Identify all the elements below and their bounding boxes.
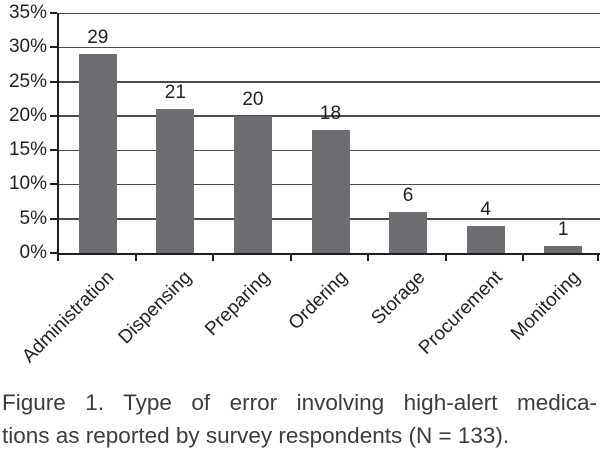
x-axis-category-label: Administration bbox=[18, 267, 119, 367]
bar-storage bbox=[389, 211, 428, 253]
y-axis-tick bbox=[50, 46, 57, 49]
y-axis-tick-label: 0% bbox=[19, 242, 47, 263]
bar-value-label: 29 bbox=[87, 27, 109, 49]
bar-value-label: 21 bbox=[164, 82, 186, 103]
y-axis-tick bbox=[50, 12, 57, 14]
bar-value-label: 18 bbox=[319, 102, 342, 124]
gridline bbox=[59, 12, 600, 14]
bar-ordering bbox=[311, 129, 350, 253]
x-axis-tick bbox=[367, 255, 370, 261]
caption-line-1: Figure 1. Type of error involving high-a… bbox=[2, 390, 597, 415]
x-axis-tick bbox=[57, 255, 59, 261]
x-axis-tick bbox=[444, 255, 447, 261]
y-axis-tick-label: 5% bbox=[19, 207, 47, 229]
caption-line-2: tions as reported by survey respondents … bbox=[2, 423, 510, 448]
y-axis-tick bbox=[50, 80, 57, 83]
y-axis-tick-label: 15% bbox=[8, 139, 47, 161]
y-axis-tick-label: 20% bbox=[8, 104, 47, 126]
y-axis-tick-label: 10% bbox=[8, 173, 47, 195]
x-axis-category-label: Monitoring bbox=[506, 267, 585, 345]
gridline bbox=[59, 81, 600, 83]
y-axis-tick bbox=[50, 149, 57, 152]
bar-administration bbox=[78, 54, 117, 253]
x-axis-category-label: Storage bbox=[367, 267, 429, 329]
bar-chart: 29 21 20 18 6 4 1 0% 5% 10% 15% 20% 25% 30% 35% Admini… bbox=[8, 2, 600, 367]
plot-area: 29 21 20 18 6 4 1 bbox=[57, 12, 600, 255]
x-axis-tick bbox=[597, 255, 599, 261]
bar-value-label: 1 bbox=[557, 219, 569, 241]
bar-value-label: 6 bbox=[402, 184, 414, 206]
y-axis-tick bbox=[50, 252, 57, 254]
y-axis-tick bbox=[50, 217, 57, 220]
y-axis-tick bbox=[50, 114, 57, 117]
x-axis-tick bbox=[212, 255, 215, 261]
y-axis-tick bbox=[50, 183, 57, 186]
bar-monitoring bbox=[544, 246, 583, 253]
x-axis-tick bbox=[289, 255, 292, 261]
figure-caption: Figure 1. Type of error involving high-a… bbox=[2, 386, 597, 452]
bar-value-label: 20 bbox=[242, 88, 264, 110]
x-axis-category-label: Ordering bbox=[284, 267, 352, 335]
bar-dispensing bbox=[156, 109, 195, 253]
y-axis-tick-label: 25% bbox=[8, 70, 47, 92]
y-axis-tick-label: 30% bbox=[8, 36, 47, 58]
x-axis-tick bbox=[522, 255, 525, 261]
bar-procurement bbox=[466, 225, 505, 253]
bar-value-label: 4 bbox=[480, 198, 491, 220]
bar-preparing bbox=[233, 115, 272, 253]
gridline bbox=[59, 46, 600, 49]
x-axis-category-label: Dispensing bbox=[114, 267, 197, 349]
x-axis-category-label: Preparing bbox=[200, 267, 274, 341]
gridline bbox=[59, 115, 600, 117]
y-axis-tick-label: 35% bbox=[8, 2, 47, 23]
x-axis-tick bbox=[134, 255, 137, 261]
